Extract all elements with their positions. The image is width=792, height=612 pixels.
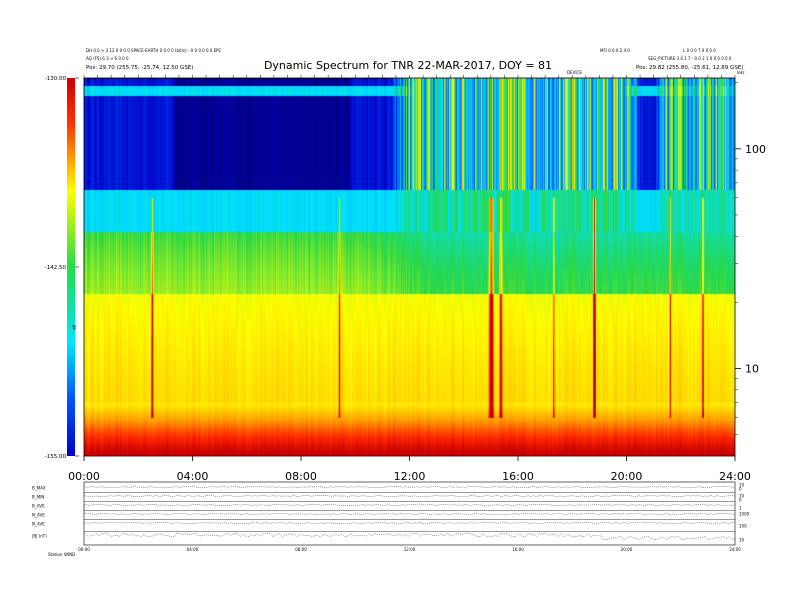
- x-tick-label: 20:00: [611, 470, 643, 483]
- bottom-x-tick-label: 24:00: [729, 547, 741, 552]
- bottom-trace: [83, 513, 736, 515]
- bottom-x-tick-label: 20:00: [621, 547, 633, 552]
- y-axis-ticks: 100 10: [735, 82, 766, 435]
- footer-left: Station: [48, 552, 63, 557]
- device-marker: DEVICE: [567, 70, 582, 75]
- bottom-row-label: N_AVE: [32, 513, 45, 518]
- colorbar-tick-label: -155.00: [45, 454, 67, 460]
- spectrogram: [84, 78, 735, 456]
- colorbar-ticks: -130.00 -142.50 -155.00: [45, 76, 79, 460]
- bottom-right-tick: 1: [739, 506, 742, 511]
- bottom-row-label: |B| (nT): [32, 534, 47, 539]
- bottom-x-tick-label: 12:00: [404, 547, 416, 552]
- header-left-line3: Pos: 29.70 (255.75, -25.74, 12.50 GSE): [86, 65, 193, 71]
- colorbar-tick-label: -142.50: [45, 265, 67, 271]
- bottom-row-label: B_MIN: [32, 495, 44, 500]
- colorbar-tick-label: -130.00: [45, 76, 67, 82]
- header-left-line1: DH 0.0 > 3 12 0 0 0 0 SPACE-EARTH 0 0 0 …: [86, 48, 222, 53]
- bottom-trace: [83, 486, 736, 488]
- bottom-right-tick: 10: [739, 538, 745, 543]
- header-right-line3: Pos: 29.82 (255.80, -25.61, 12.89 GSE): [636, 65, 743, 71]
- bottom-trace: [83, 522, 736, 524]
- bottom-x-tick-label: 16:00: [512, 547, 524, 552]
- bottom-x-tick-label: 00:00: [78, 547, 90, 552]
- footer-right: WIND: [64, 552, 75, 557]
- header-right-line2: SEG_PICTURE 3 0 1 7 - 0 0 2 1 0 0 0 0 0 …: [648, 56, 732, 61]
- bottom-right-tick: 0: [739, 487, 742, 492]
- y-tick-label: 10: [745, 363, 759, 376]
- x-tick-label: 16:00: [502, 470, 534, 483]
- bottom-right-tick: 1000: [739, 512, 750, 517]
- x-tick-label: 04:00: [177, 470, 209, 483]
- header-right-line1b: L 0 0 0 7 0 0 0 0: [683, 48, 716, 53]
- colorbar: [67, 78, 75, 456]
- colorbar-unit: dB: [72, 324, 77, 330]
- x-tick-label: 00:00: [68, 470, 100, 483]
- bottom-trace: [83, 504, 736, 506]
- bottom-right-tick: 100: [739, 524, 747, 529]
- bottom-row-label: B_AVE: [32, 504, 45, 509]
- header-left-line2: AQ (FS) 6 3 > 6 0 0 0: [86, 56, 129, 61]
- x-tick-label: 12:00: [394, 470, 426, 483]
- bottom-row-label: N_AVE: [32, 522, 45, 527]
- header-right-line1a: MFI 0 0 0 2 4 0: [600, 48, 630, 53]
- x-axis-ticks: 00:00 04:00 08:00 12:00 16:00 20:00 24:00: [68, 75, 751, 483]
- corner-unit: kHz: [737, 70, 744, 75]
- bottom-right-tick: 0: [739, 498, 742, 503]
- bottom-trace: [83, 532, 736, 541]
- spectrogram-image: [84, 78, 735, 456]
- bottom-x-tick-label: 04:00: [187, 547, 199, 552]
- bottom-row-label: B_MAX: [32, 486, 46, 491]
- bottom-right-tick: 10: [739, 483, 745, 488]
- x-tick-label: 08:00: [285, 470, 317, 483]
- bottom-right-tick: 10: [739, 494, 745, 499]
- chart-title: Dynamic Spectrum for TNR 22-MAR-2017, DO…: [264, 59, 552, 72]
- x-tick-label: 24:00: [719, 470, 751, 483]
- bottom-x-tick-label: 08:00: [295, 547, 307, 552]
- y-tick-label: 100: [745, 143, 766, 156]
